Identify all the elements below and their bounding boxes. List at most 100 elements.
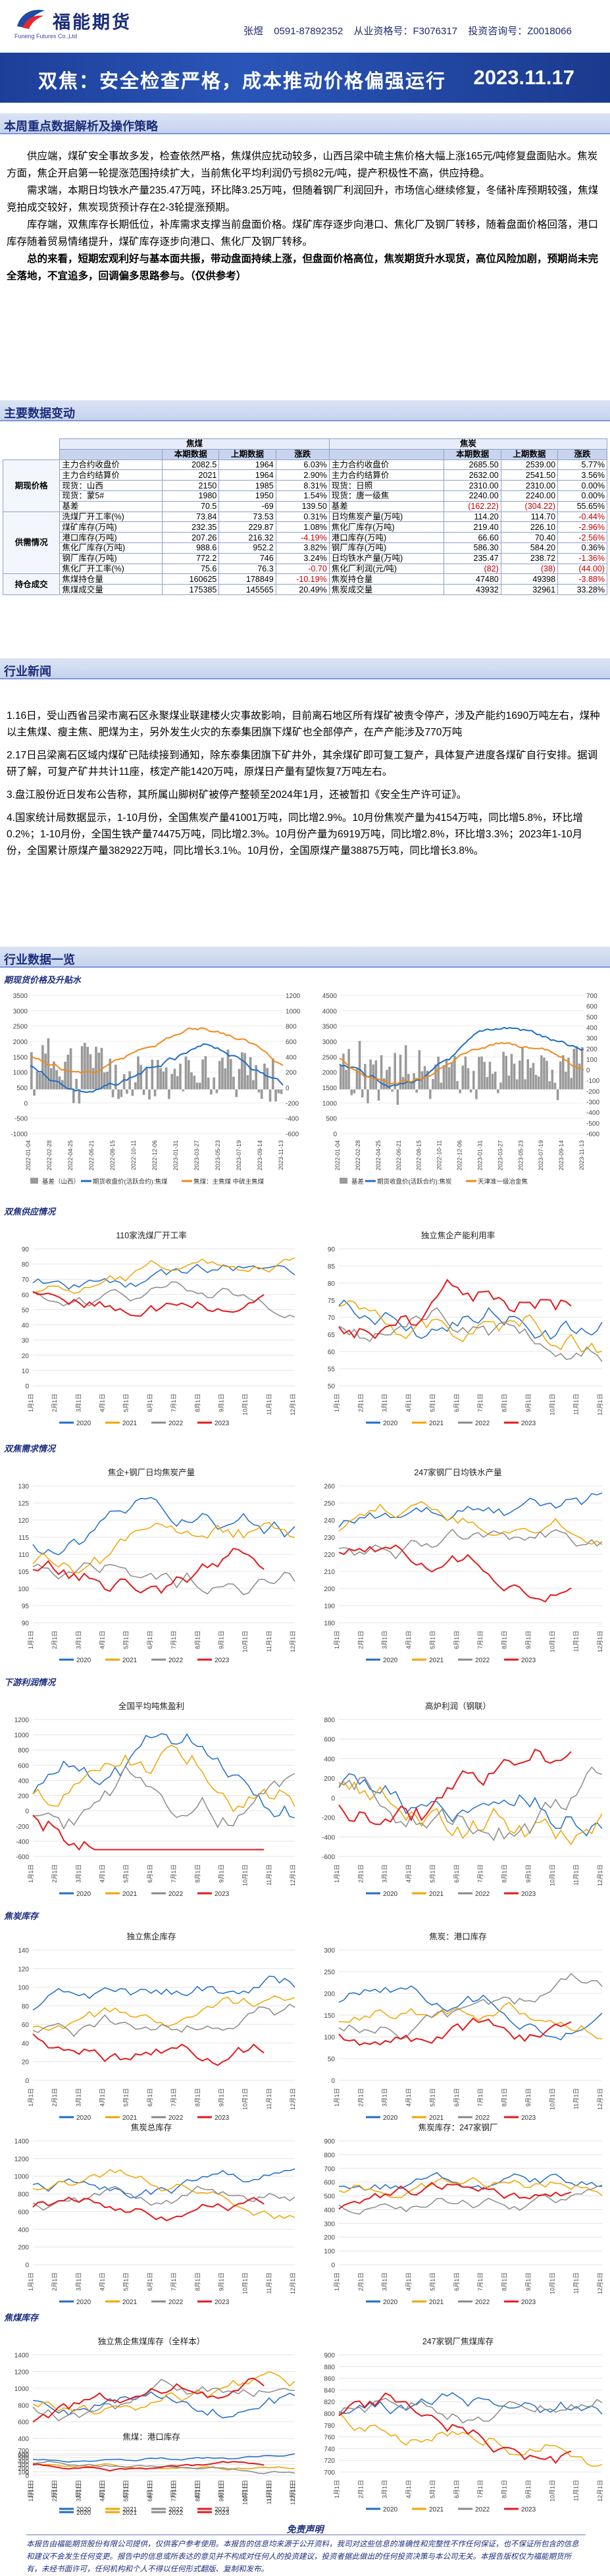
legend-swatch — [340, 1178, 347, 1184]
y-tick-label: 105 — [18, 1569, 29, 1576]
x-tick-label: 3月1日 — [75, 1394, 82, 1412]
basis-bar — [78, 1089, 81, 1104]
basis-bar — [499, 1082, 502, 1090]
basis-bar — [53, 1061, 55, 1090]
cell-value: 772.2 — [162, 552, 220, 564]
y-tick-label: 1000 — [322, 1100, 338, 1107]
x-tick-label: 4月1日 — [99, 2088, 106, 2107]
col-change: 涨跌 — [557, 448, 607, 460]
x-tick-label: 11月1日 — [266, 2483, 272, 2504]
x-tick-label: 7月1日 — [170, 1864, 177, 1883]
cell-value: (162.22) — [444, 500, 501, 512]
y-tick-label: 60 — [22, 2022, 30, 2029]
basis-bar — [361, 1089, 364, 1098]
basis-bar — [447, 1067, 451, 1090]
x-tick-label: 11月1日 — [573, 1864, 580, 1885]
basis-bar — [532, 1063, 535, 1090]
series-line-2022 — [32, 1562, 295, 1596]
chart-title: 焦炭库存：247家钢厂 — [419, 2122, 498, 2132]
x-tick-label: 9月1日 — [218, 1864, 224, 1883]
legend-label: 2020 — [383, 2506, 398, 2513]
cell-value: 73.84 — [162, 511, 220, 523]
x-tick-label: 6月1日 — [453, 2088, 460, 2107]
x-tick-label: 6月1日 — [147, 1864, 153, 1883]
price-line — [30, 1043, 284, 1093]
coke-total-stock-chart: 焦炭总库存 1400 1200 1000 800 600 400 200 0 1月1日 2月1日 3月… — [14, 2122, 296, 2306]
y2-tick-label: -400 — [286, 1116, 299, 1123]
y-tick-label: 1400 — [14, 2138, 30, 2145]
table-category: 供需情况 — [2, 511, 61, 575]
basis-bar — [440, 1082, 443, 1090]
y-tick-label: 600 — [324, 2180, 335, 2187]
y-tick-label: 600 — [18, 1762, 29, 1770]
profit-section-title: 下游利润情况 — [4, 1677, 56, 1687]
legend-label: 期货收盘价(活跃合约):焦炭 — [377, 1178, 452, 1186]
y-tick-label: 400 — [18, 1777, 29, 1785]
x-tick-label: 3月1日 — [382, 2088, 388, 2107]
cell-value: 2310.00 — [500, 480, 559, 491]
table-row: 焦化厂库存(万吨) 988.6 952.2 3.82% 钢厂库存(万吨) 586.30 58… — [3, 542, 607, 554]
x-tick-label: 5月1日 — [123, 2088, 130, 2107]
x-tick-label: 1月1日 — [334, 2480, 340, 2498]
y-tick-label: 0 — [331, 1795, 335, 1802]
x-tick-label: 10月1日 — [549, 2088, 555, 2110]
y2-tick-label: -200 — [286, 1100, 299, 1107]
series-line-2022 — [32, 2379, 295, 2422]
legend-label: 2023 — [215, 2506, 230, 2513]
report-date: 2023.11.17 — [473, 66, 574, 89]
y-tick-label: 600 — [18, 2209, 29, 2216]
y-tick-label: 260 — [324, 1483, 335, 1490]
x-tick-label: 2022-08-15 — [416, 1140, 422, 1170]
y-tick-label: 400 — [18, 2436, 29, 2443]
x-tick-label: 6月1日 — [453, 1394, 460, 1412]
y-tick-label: 40 — [22, 1323, 30, 1330]
basis-bar — [274, 1089, 277, 1102]
x-tick-label: 11月1日 — [266, 2273, 272, 2294]
basis-bar — [410, 1081, 413, 1090]
basis-bar — [243, 1053, 246, 1090]
legend-label: 2021 — [429, 1657, 444, 1664]
y-tick-label: 80 — [22, 1261, 30, 1269]
cell-value: 66.60 — [444, 532, 501, 543]
y-tick-label: 800 — [18, 2402, 29, 2409]
series-line-2020 — [32, 2168, 295, 2199]
y-tick-label: 3500 — [13, 993, 28, 1000]
x-tick-label: 8月1日 — [194, 2483, 201, 2502]
x-tick-label: 3月1日 — [75, 2088, 82, 2107]
series-line-2023 — [32, 2033, 265, 2066]
x-tick-label: 10月1日 — [549, 2480, 555, 2502]
legend-swatch — [30, 1178, 38, 1184]
col-current: 本期数据 — [444, 448, 501, 460]
basis-bar — [268, 1089, 272, 1102]
y-tick-label: 75 — [328, 1298, 336, 1305]
x-tick-label: 6月1日 — [453, 2273, 460, 2291]
chart-title: 焦炭总库存 — [131, 2122, 172, 2132]
basis-bar — [497, 1089, 499, 1093]
series-line-2023 — [32, 2377, 265, 2423]
summary-conclusion: 总的来看，短期宏观利好与基本面共振，带动盘面持续上涨，但盘面价格高位，焦炭期货升… — [7, 253, 599, 282]
y-tick-label: -200 — [16, 1824, 29, 1831]
row-label: 现货：山西 — [59, 480, 163, 491]
series-line-2023 — [338, 2392, 572, 2464]
basis-bar — [565, 1071, 567, 1090]
x-tick-label: 1月1日 — [28, 1864, 34, 1883]
legend-label: 2021 — [122, 2506, 138, 2513]
basis-bar — [55, 1070, 59, 1090]
basis-bar — [350, 1089, 353, 1095]
series-line-2022 — [32, 1765, 295, 1830]
row-label: 焦煤成交量 — [59, 584, 163, 595]
cell-value: 1964 — [218, 459, 276, 471]
y-tick-label: 20 — [22, 2059, 30, 2066]
table-row: 供需情况 洗煤厂开工率(%) 73.84 73.53 0.31% 日均焦炭产量(万吨) 11… — [2, 511, 607, 575]
x-tick-label: 12月1日 — [597, 1631, 603, 1652]
basis-bar — [255, 1065, 257, 1090]
basis-bar — [529, 1067, 532, 1090]
cell-value: 175385 — [162, 584, 220, 595]
legend-label: 2020 — [383, 2299, 398, 2306]
x-tick-label: 2月1日 — [51, 1864, 58, 1883]
coke-plant-stock-chart: 独立焦企库存 140 120 100 80 60 40 20 0 1月1日 2月1日 3月1日 4月1日… — [18, 1932, 296, 2122]
x-tick-label: 6月1日 — [147, 2480, 153, 2498]
legend-label: 2023 — [521, 1657, 536, 1664]
series-line-2020 — [338, 1985, 603, 2041]
y-tick-label: 0 — [25, 1383, 29, 1390]
